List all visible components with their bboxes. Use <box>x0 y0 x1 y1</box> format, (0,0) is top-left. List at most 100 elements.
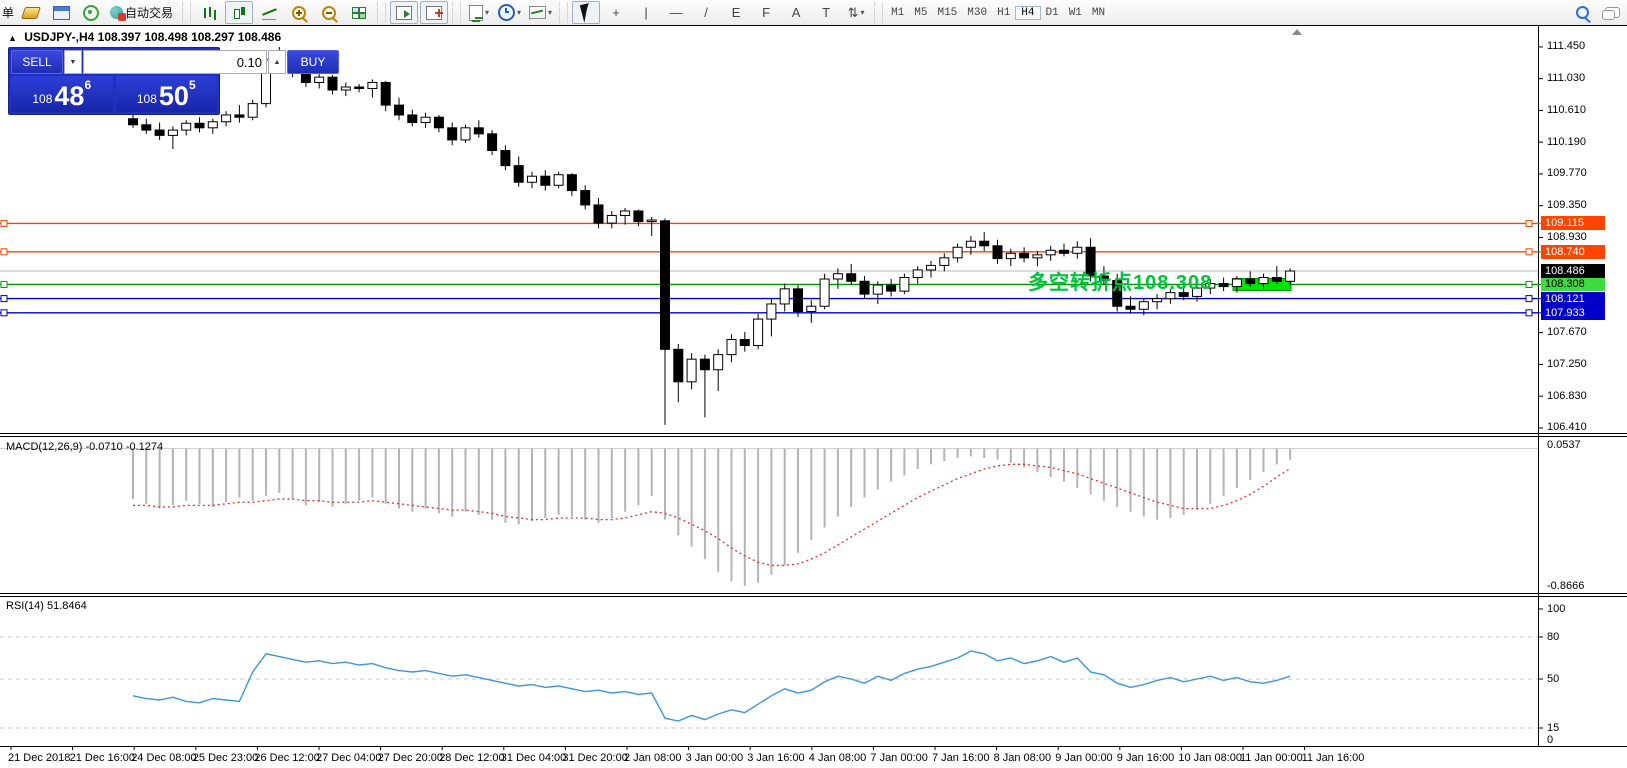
chat-icon <box>1601 7 1620 20</box>
candlestick-chart-type-button[interactable] <box>225 1 254 24</box>
chevron-down-icon[interactable]: ▾ <box>860 8 865 17</box>
line-handle[interactable] <box>1525 295 1533 303</box>
volume-up-button[interactable]: ▲ <box>268 50 286 74</box>
symbol-period-label: USDJPY-,H4 <box>24 30 95 44</box>
new-order-button[interactable]: 单 <box>2 6 15 20</box>
timeframe-button-MN[interactable]: MN <box>1091 7 1106 19</box>
candle-body <box>699 358 710 371</box>
candle-body <box>1245 278 1256 285</box>
market-watch-button[interactable] <box>47 1 75 24</box>
one-click-trading-panel: SELL ▼ ▲ BUY 108 48 6 108 50 5 <box>8 47 339 115</box>
tile-windows-icon <box>352 6 367 19</box>
candle-body <box>793 288 803 313</box>
text-tool-button[interactable]: A <box>782 1 810 24</box>
candle-body <box>713 354 724 371</box>
candle-body <box>979 240 990 247</box>
candle-body <box>141 124 152 131</box>
time-axis-label: 31 Dec 04:00 <box>500 752 567 764</box>
sell-price-display[interactable]: 108 48 6 <box>11 76 113 112</box>
arrows-tool-button[interactable]: ⇅ ▾ <box>842 1 870 24</box>
new-chart-button[interactable]: ▾ <box>465 1 493 24</box>
candle-body <box>1231 278 1242 288</box>
chat-button[interactable] <box>1598 1 1626 24</box>
signals-button[interactable] <box>77 1 105 24</box>
timeframe-button-D1[interactable]: D1 <box>1045 7 1059 19</box>
price-tick-label: 110.610 <box>1547 103 1586 116</box>
time-axis-label: 27 Dec 04:00 <box>316 752 382 764</box>
timeframe-button-M30[interactable]: M30 <box>967 7 988 19</box>
collapse-panel-icon[interactable]: ▲ <box>8 33 17 43</box>
chart-shift-button[interactable] <box>420 1 449 24</box>
timeframe-button-M1[interactable]: M1 <box>891 7 905 19</box>
candle-body <box>1125 305 1136 310</box>
horizontal-line-tool-button[interactable]: — <box>662 1 690 24</box>
line-chart-type-button[interactable] <box>255 1 283 24</box>
line-handle[interactable] <box>0 248 8 256</box>
periods-button[interactable]: ▾ <box>495 1 524 24</box>
timeframe-button-M5[interactable]: M5 <box>914 7 928 19</box>
cursor-tool-button[interactable] <box>572 1 601 24</box>
line-handle[interactable] <box>0 295 8 303</box>
auto-scroll-icon <box>396 5 413 20</box>
zoom-out-button[interactable] <box>315 1 343 24</box>
ohlc-readout: 108.397 108.498 108.297 108.486 <box>97 30 282 44</box>
line-handle[interactable] <box>0 219 8 227</box>
time-axis-label: 10 Jan 08:00 <box>1178 752 1243 764</box>
line-handle[interactable] <box>0 280 8 288</box>
fibonacci-tool-button[interactable]: F <box>752 1 780 24</box>
crosshair-tool-button[interactable]: + <box>602 1 630 24</box>
chevron-down-icon[interactable]: ▾ <box>517 8 522 17</box>
rsi-line <box>132 650 1291 722</box>
tile-windows-button[interactable] <box>345 1 373 24</box>
signal-icon <box>83 4 100 21</box>
chart-canvas[interactable] <box>0 25 1627 768</box>
sell-button[interactable]: SELL <box>11 50 63 74</box>
chart-shift-marker[interactable] <box>1292 29 1302 35</box>
candle-body <box>1152 298 1163 303</box>
candle-body <box>899 277 910 292</box>
line-handle[interactable] <box>1525 219 1533 227</box>
line-handle[interactable] <box>1525 280 1533 288</box>
candle-body <box>686 358 697 383</box>
timeframe-button-W1[interactable]: W1 <box>1068 7 1082 19</box>
time-axis-label: 21 Dec 16:00 <box>69 752 136 764</box>
zoom-in-button[interactable] <box>285 1 313 24</box>
chart-annotation-text[interactable]: 多空转折点108.308 <box>1028 272 1213 295</box>
market-watch-icon <box>52 5 70 20</box>
buy-button[interactable]: BUY <box>287 50 339 74</box>
time-axis-label: 26 Dec 12:00 <box>254 752 320 764</box>
chevron-down-icon[interactable]: ▾ <box>485 8 490 17</box>
vertical-line-tool-button[interactable]: | <box>632 1 660 24</box>
search-button[interactable] <box>1568 1 1596 24</box>
price-tick-label: 106.410 <box>1547 421 1587 434</box>
auto-trading-icon <box>110 6 127 21</box>
volume-down-button[interactable]: ▼ <box>64 50 82 74</box>
candle-body <box>1258 277 1269 285</box>
candle-body <box>340 86 351 91</box>
buy-price-display[interactable]: 108 50 5 <box>115 76 217 112</box>
current-price-label: 108.486 <box>1541 264 1605 278</box>
time-axis-label: 28 Dec 12:00 <box>439 752 505 764</box>
bar-chart-type-button[interactable] <box>195 1 223 24</box>
templates-button[interactable]: ▾ <box>526 1 555 24</box>
timeframe-button-M15[interactable]: M15 <box>937 7 958 19</box>
toolbar-separator <box>452 2 462 23</box>
timeframe-button-H4[interactable]: H4 <box>1015 6 1041 20</box>
line-handle[interactable] <box>1525 309 1533 317</box>
auto-trading-button[interactable]: 自动交易 <box>107 1 178 24</box>
candle-body <box>912 269 923 279</box>
trendline-tool-button[interactable]: / <box>692 1 720 24</box>
line-handle[interactable] <box>1525 248 1533 256</box>
fibonacci-icon: F <box>762 5 771 20</box>
trendline-icon: / <box>704 5 708 20</box>
volume-input[interactable] <box>83 50 267 74</box>
label-tool-button[interactable]: T <box>812 1 840 24</box>
timeframe-button-H1[interactable]: H1 <box>997 7 1011 19</box>
candle-body <box>1112 280 1123 307</box>
chevron-down-icon[interactable]: ▾ <box>548 8 553 17</box>
chart-window[interactable]: ▲ USDJPY-,H4 108.397 108.498 108.297 108… <box>0 25 1627 768</box>
new-order-icon-button[interactable] <box>17 1 45 24</box>
auto-scroll-button[interactable] <box>390 1 419 24</box>
channel-tool-button[interactable]: E <box>722 1 750 24</box>
line-handle[interactable] <box>0 309 8 317</box>
